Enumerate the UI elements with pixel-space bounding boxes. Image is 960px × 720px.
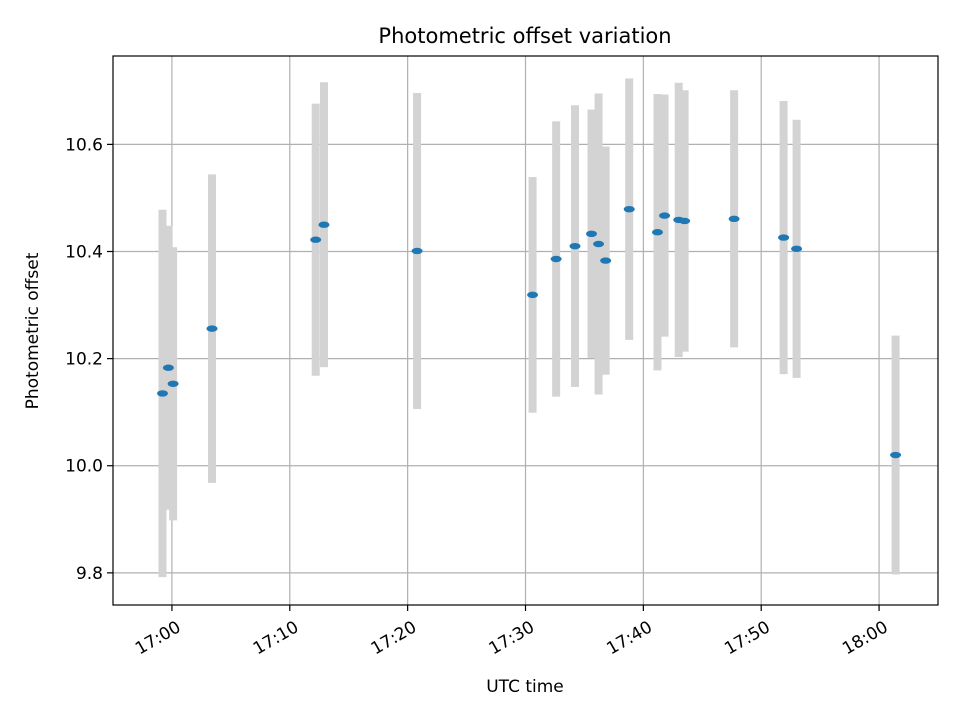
x-tick-label: 17:00 [132,617,184,659]
y-tick-label: 10.0 [65,457,103,477]
data-point [791,245,803,253]
data-point [600,257,612,264]
x-axis-label: UTC time [486,677,564,697]
data-point [890,451,902,459]
x-axis-ticks: 17:00 17:10 17:20 17:30 17:40 17:50 18:00 [132,605,892,659]
data-point [778,234,790,241]
data-point [623,205,635,213]
error-bars [158,78,900,578]
data-point [728,215,740,223]
data-point [550,255,562,263]
chart-title: Photometric offset variation [378,24,671,48]
x-tick-label: 17:20 [368,617,420,659]
data-point [586,230,597,238]
y-tick-label: 10.2 [65,350,103,370]
x-tick-label: 17:10 [250,617,302,659]
data-point [593,240,605,248]
grid-lines [113,56,938,605]
y-tick-label: 10.6 [65,135,103,155]
data-point [527,291,539,299]
data-point [659,212,671,219]
x-tick-label: 17:40 [603,617,655,659]
data-point [679,217,691,225]
data-point [318,221,330,228]
x-tick-label: 18:00 [839,617,891,659]
y-tick-label: 9.8 [76,564,103,584]
y-axis-label: Photometric offset [23,252,43,409]
data-point [206,325,218,332]
x-tick-label: 17:50 [721,617,773,659]
data-point [411,247,423,255]
data-point [569,242,581,250]
data-point [652,229,663,236]
data-point [310,236,322,243]
data-point [162,364,174,371]
y-tick-label: 10.4 [65,242,103,262]
y-axis-ticks: 9.8 10.0 10.2 10.4 10.6 [65,135,113,584]
x-tick-label: 17:30 [486,617,538,659]
data-point [157,390,168,397]
data-markers [157,205,902,459]
data-point [167,380,179,387]
